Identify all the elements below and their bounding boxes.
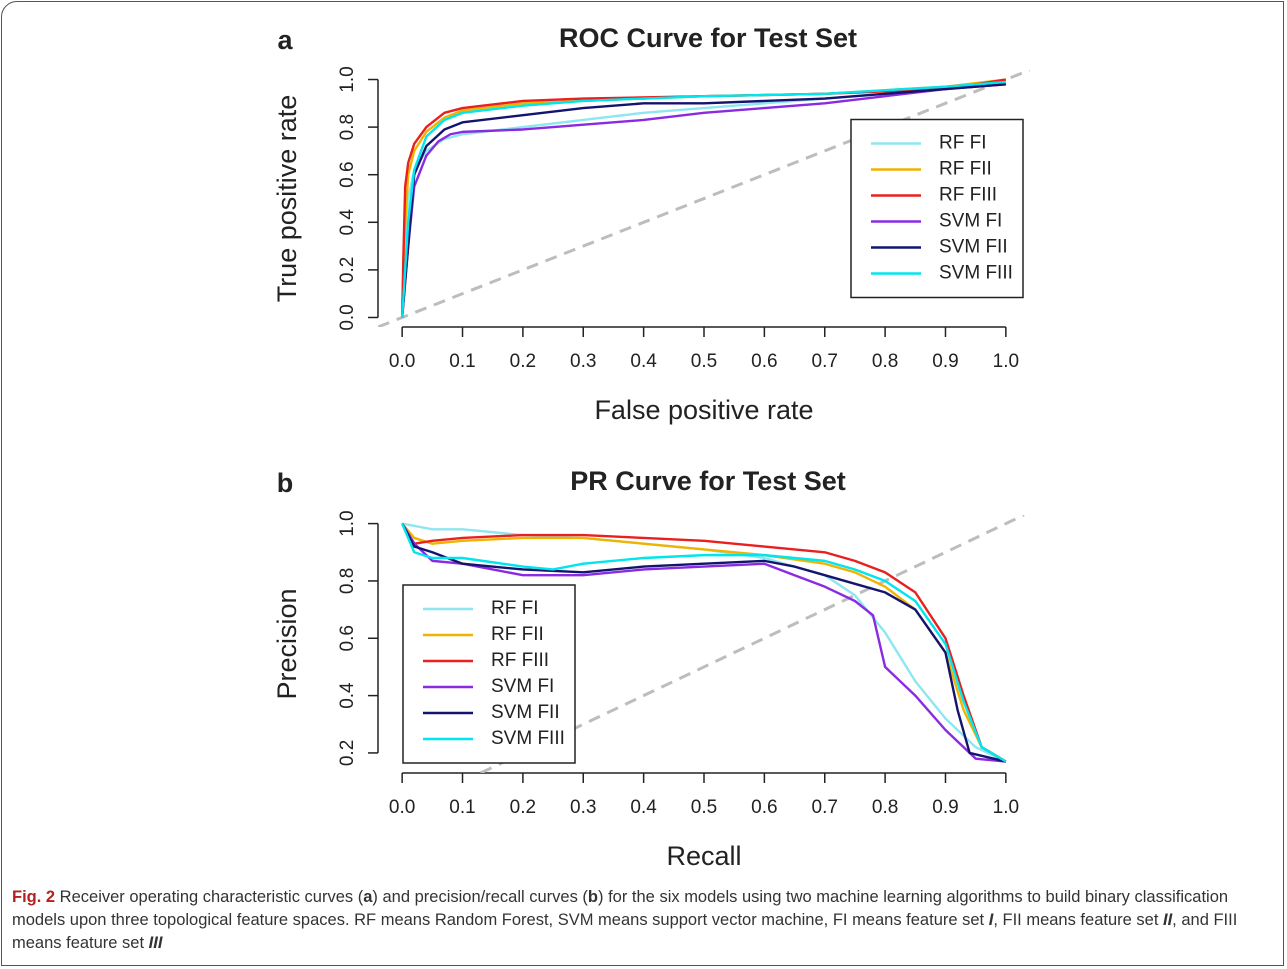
series-line (400, 80, 1006, 318)
y-tick-label: 1.0 (337, 66, 358, 92)
x-tick-label: 0.7 (812, 797, 838, 818)
legend-label: SVM FI (939, 211, 1002, 232)
x-tick-label: 0.2 (510, 797, 536, 818)
x-tick-label: 0.4 (630, 797, 657, 818)
y-tick-label: 0.6 (337, 161, 358, 187)
legend-label: RF FIII (939, 185, 997, 206)
legend-label: RF FIII (491, 650, 549, 671)
x-tick-label: 0.4 (630, 351, 657, 372)
x-tick-label: 0.7 (812, 351, 838, 372)
series-line (400, 83, 1006, 318)
series-line (401, 522, 1007, 763)
series-line (401, 523, 1007, 763)
legend-label: RF FI (491, 598, 539, 619)
caption-text: , and FIII means feature set (12, 911, 1238, 952)
x-tick-label: 0.5 (691, 351, 717, 372)
caption-text: Receiver operating characteristic curves… (55, 888, 364, 906)
x-axis-label: False positive rate (594, 395, 813, 425)
x-tick-label: 0.3 (570, 351, 596, 372)
caption-text: III (148, 934, 163, 952)
legend-label: SVM FIII (491, 728, 565, 749)
y-axis-label: Precision (272, 588, 302, 699)
caption-text: , FII means feature set (993, 911, 1163, 929)
panel-label: a (277, 25, 293, 55)
y-tick-label: 0.8 (337, 568, 358, 594)
x-tick-label: 0.8 (872, 797, 898, 818)
caption-text: ) for the six models using two machine l… (12, 888, 1229, 929)
legend-label: RF FII (939, 159, 992, 180)
caption-text: b (587, 888, 598, 906)
x-axis-label: Recall (666, 841, 741, 871)
x-tick-label: 0.5 (691, 797, 717, 818)
legend-box (850, 118, 1024, 299)
legend-label: SVM FII (939, 237, 1008, 258)
x-tick-label: 0.8 (872, 351, 898, 372)
legend-box (402, 584, 576, 764)
legend-label: RF FII (491, 624, 544, 645)
caption-label: Fig. 2 (12, 888, 56, 906)
y-tick-label: 0.2 (337, 257, 358, 283)
x-tick-label: 0.0 (389, 797, 415, 818)
x-tick-label: 0.6 (751, 351, 777, 372)
caption-text: ) and precision/recall curves ( (372, 888, 588, 906)
legend-label: SVM FI (491, 676, 554, 697)
x-tick-label: 0.0 (389, 351, 415, 372)
y-tick-label: 0.6 (337, 625, 358, 651)
series-line (400, 83, 1006, 318)
caption-text: II (1163, 911, 1173, 929)
series-line (401, 522, 1007, 763)
y-tick-label: 0.2 (337, 740, 358, 766)
x-tick-label: 1.0 (993, 351, 1019, 372)
x-tick-label: 0.1 (449, 797, 475, 818)
y-tick-label: 0.4 (337, 682, 358, 709)
panel-label: b (277, 468, 294, 498)
caption-text: I (988, 911, 994, 929)
legend-label: SVM FIII (939, 263, 1013, 284)
y-tick-label: 0.8 (337, 114, 358, 140)
series-line (401, 523, 1007, 763)
chart-title: ROC Curve for Test Set (559, 23, 857, 53)
y-tick-label: 0.4 (337, 209, 358, 236)
caption-text: a (363, 888, 373, 906)
x-tick-label: 0.1 (449, 351, 475, 372)
caption: Fig. 2 Receiver operating characteristic… (12, 886, 1274, 955)
x-tick-label: 0.3 (570, 797, 596, 818)
chart-title: PR Curve for Test Set (570, 466, 846, 496)
legend-label: SVM FII (491, 702, 560, 723)
x-tick-label: 0.9 (932, 351, 958, 372)
x-tick-label: 0.2 (510, 351, 536, 372)
x-tick-label: 1.0 (993, 797, 1019, 818)
charts: a ROC Curve for Test Set False positive ra… (272, 23, 1030, 871)
x-tick-label: 0.9 (932, 797, 958, 818)
legend-label: RF FI (939, 133, 987, 154)
y-axis-label: True positive rate (272, 95, 302, 303)
reference-diagonal (378, 70, 1030, 327)
y-tick-label: 0.0 (337, 304, 358, 330)
y-tick-label: 1.0 (337, 510, 358, 536)
x-tick-label: 0.6 (751, 797, 777, 818)
plot-area (378, 70, 1030, 327)
